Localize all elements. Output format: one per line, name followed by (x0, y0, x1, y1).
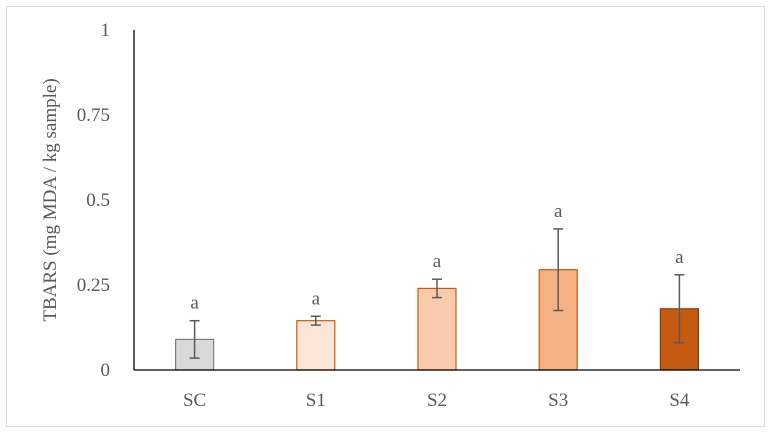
y-tick-label: 0.75 (77, 105, 110, 126)
significance-label-s1: a (312, 288, 321, 309)
bar-s1 (296, 320, 336, 371)
significance-label-sc: a (190, 293, 199, 314)
y-tick-labels: 0 0.25 0.5 0.75 1 (77, 20, 110, 381)
error-bar-s4 (674, 274, 685, 344)
x-tick-label-s1: S1 (306, 390, 326, 411)
y-tick-label: 1 (101, 20, 111, 41)
bar-s2 (417, 287, 457, 371)
x-category-labels: SC S1 S2 S3 S4 (183, 390, 690, 411)
error-bar-s2 (432, 278, 442, 299)
error-bar-s1 (310, 315, 321, 326)
error-bar-sc (189, 319, 200, 359)
significance-label-s4: a (675, 247, 684, 268)
x-tick-label-sc: SC (183, 390, 206, 411)
x-tick-label-s2: S2 (427, 390, 447, 411)
x-tick-label-s3: S3 (548, 390, 568, 411)
y-axis-label: TBARS (mg MDA / kg sample) (40, 78, 61, 321)
axes-layer (133, 30, 740, 371)
chart-frame (6, 6, 765, 427)
error-bars-layer (189, 228, 685, 359)
significance-labels: a a a a a (190, 201, 684, 314)
significance-label-s3: a (554, 201, 563, 222)
y-tick-label: 0.5 (86, 190, 110, 211)
y-tick-label: 0 (101, 360, 111, 381)
error-bar-s3 (553, 228, 564, 312)
y-tick-label: 0.25 (77, 275, 110, 296)
x-tick-label-s4: S4 (669, 390, 690, 411)
significance-label-s2: a (433, 251, 442, 272)
